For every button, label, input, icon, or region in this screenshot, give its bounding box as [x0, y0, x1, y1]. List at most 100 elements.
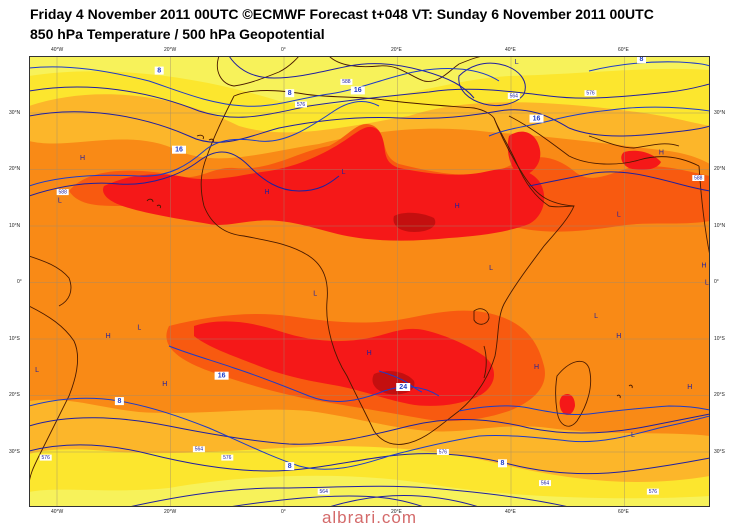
- geopotential-label: 576: [297, 102, 306, 108]
- isotherm-contour-north-8: [29, 66, 500, 107]
- coast-mediterranean: [233, 90, 495, 119]
- coast-lake-malawi: [483, 345, 487, 379]
- graticule: [29, 56, 710, 507]
- low-pressure-marker: L: [594, 313, 598, 320]
- lat-tick-right-30n: 30°N: [714, 110, 726, 116]
- isotherm-label: 8: [157, 67, 161, 74]
- geopotential-label-bg: [436, 449, 449, 455]
- geopotential-contour-south-4: [328, 495, 480, 507]
- coast-europe: [328, 56, 485, 82]
- geopotential-label-bg: [539, 480, 551, 487]
- watermark: albrari.com: [321, 508, 418, 527]
- isotherm-label: 8: [640, 56, 644, 63]
- low-pressure-marker: L: [35, 367, 39, 374]
- map-subtitle: 850 hPa Temperature / 500 hPa Geopotenti…: [30, 26, 325, 42]
- isotherm-label: 16: [218, 373, 226, 380]
- band-dark-red-sahel: [393, 212, 436, 232]
- geopotential-contour-south-5: [228, 495, 425, 507]
- geopotential-label: 576: [223, 455, 232, 461]
- high-pressure-marker: H: [616, 333, 621, 340]
- isotherm-label-bg: [498, 459, 507, 468]
- geopotential-contour-arabia: [528, 171, 710, 192]
- geopotential-label: 588: [59, 189, 68, 195]
- geopotential-label-bg: [692, 175, 705, 181]
- geopotential-label: 576: [649, 489, 658, 495]
- coast-cape-verde: [146, 198, 162, 209]
- isotherm-label-bg: [154, 66, 164, 75]
- lon-tick-top-60e: 60°E: [618, 47, 629, 53]
- isotherm-label: 24: [399, 384, 407, 391]
- isotherm-label-bg: [529, 114, 544, 123]
- isotherm-contour-south-8: [29, 397, 710, 470]
- geopotential-label-bg: [39, 454, 52, 461]
- geopotential-contour-south-3: [128, 485, 570, 507]
- band-red-south: [194, 321, 495, 406]
- geopotential-label: 576: [586, 91, 595, 97]
- isotherm-label-bg: [285, 89, 295, 98]
- geopotential-contours: [29, 56, 710, 507]
- isotherm-label: 16: [175, 147, 183, 154]
- coast-canaries: [196, 134, 215, 143]
- geopotential-label: 576: [439, 449, 448, 455]
- lon-tick-top-40e: 40°E: [505, 47, 516, 53]
- high-pressure-marker: H: [534, 364, 539, 371]
- high-pressure-marker: H: [687, 384, 692, 391]
- geopotential-contour-north-1: [29, 83, 710, 118]
- isotherm-label-bg: [285, 462, 295, 471]
- geopotential-label-bg: [507, 93, 520, 99]
- lon-tick-bottom-0: 0°: [281, 509, 286, 515]
- geopotential-label-bg: [646, 488, 659, 495]
- coast-lake-victoria: [473, 308, 490, 325]
- low-pressure-marker: L: [515, 59, 519, 66]
- low-pressure-marker: L: [631, 432, 635, 439]
- lat-tick-right-0: 0°: [714, 279, 719, 285]
- isotherm-contour-south-east: [458, 405, 710, 415]
- coast-iberia: [216, 56, 300, 87]
- band-red-north: [103, 126, 545, 241]
- lat-tick-right-20n: 20°N: [714, 166, 726, 172]
- isotherm-label: 8: [117, 398, 121, 405]
- high-pressure-marker: H: [162, 381, 167, 388]
- lat-tick-left-30n: 30°N: [9, 110, 21, 116]
- geopotential-label: 564: [541, 480, 550, 486]
- isotherm-label-bg: [114, 397, 124, 406]
- geopotential-label-bg: [584, 90, 597, 97]
- isotherm-label: 8: [288, 463, 292, 470]
- isotherm-label-bg: [214, 371, 229, 380]
- geopotential-label-bg: [317, 488, 330, 495]
- lon-tick-top-40w: 40°W: [51, 47, 64, 53]
- map-frame: [29, 56, 710, 507]
- low-pressure-marker: L: [705, 279, 709, 286]
- coast-red-sea: [493, 117, 575, 207]
- isotherm-contour-east-8: [588, 61, 710, 72]
- low-pressure-marker: L: [313, 291, 317, 298]
- high-pressure-marker: H: [455, 203, 460, 210]
- forecast-map-canvas: HLHLHLHHLHLLHLHLHLLHHLLH 576588588576564…: [29, 56, 710, 507]
- isotherm-label: 16: [354, 87, 362, 94]
- geopotential-label-bg: [56, 189, 69, 196]
- high-pressure-marker: H: [701, 262, 706, 269]
- coast-africa-west: [200, 95, 405, 445]
- high-pressure-marker: H: [80, 155, 85, 162]
- high-pressure-marker: H: [367, 350, 372, 357]
- isotherm-labels-layer: 8 8 16 16 8 16 16 24 8 8 8: [114, 56, 646, 471]
- lon-tick-bottom-60e: 60°E: [618, 509, 629, 515]
- coast-africa-east: [403, 117, 575, 445]
- high-pressure-marker: H: [264, 189, 269, 196]
- lat-tick-right-20s: 20°S: [714, 392, 725, 398]
- isotherm-contour-north-16: [29, 100, 380, 187]
- geopotential-label-bg: [221, 454, 234, 461]
- high-pressure-marker: H: [659, 149, 664, 156]
- isotherm-label-bg: [172, 145, 186, 154]
- geopotential-contour-subtropic: [29, 151, 340, 197]
- low-pressure-marker: L: [617, 212, 621, 219]
- isotherm-label-bg: [637, 56, 646, 64]
- lat-tick-left-10s: 10°S: [9, 336, 20, 342]
- lon-tick-bottom-40w: 40°W: [51, 509, 64, 515]
- lat-tick-left-10n: 10°N: [9, 223, 21, 229]
- high-pressure-marker: H: [106, 333, 111, 340]
- isotherm-label-bg: [350, 86, 365, 95]
- lat-tick-left-20s: 20°S: [9, 392, 20, 398]
- forecast-map: HLHLHLHHLHLLHLHLHLLHHLLH 576588588576564…: [9, 47, 725, 515]
- lat-tick-right-30s: 30°S: [714, 449, 725, 455]
